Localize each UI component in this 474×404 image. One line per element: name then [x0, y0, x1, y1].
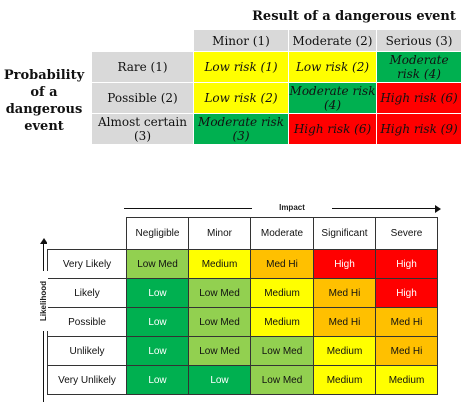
impact-col-header: Moderate: [250, 217, 314, 250]
impact-axis-label: Impact: [252, 203, 332, 212]
top-header-row: Minor (1) Moderate (2) Serious (3): [91, 29, 462, 52]
top-risk-cell: High risk (6): [288, 113, 377, 145]
risk-level-cell: Med Hi: [375, 307, 438, 337]
likelihood-row-header: Very Unlikely: [47, 365, 127, 395]
top-row: Almost certain (3) Moderate risk (3) Hig…: [91, 113, 462, 145]
likelihood-row: Likely Low Low Med Medium Med Hi High: [47, 278, 438, 308]
risk-level-cell: Low Med: [188, 336, 251, 366]
likelihood-row-header: Likely: [47, 278, 127, 308]
likelihood-row-header: Unlikely: [47, 336, 127, 366]
probability-axis-label: Probability of a dangerous event: [0, 67, 88, 135]
risk-level-cell: Low Med: [188, 307, 251, 337]
risk-level-cell: Medium: [375, 365, 438, 395]
likelihood-arrow-head-icon: [40, 238, 48, 244]
risk-level-cell: Medium: [188, 249, 251, 279]
impact-col-header: Negligible: [126, 217, 189, 250]
bottom-risk-matrix: Negligible Minor Moderate Significant Se…: [47, 217, 438, 395]
risk-level-cell: Low Med: [250, 336, 314, 366]
likelihood-row: Unlikely Low Low Med Low Med Medium Med …: [47, 336, 438, 366]
top-col-header: Minor (1): [193, 29, 289, 52]
likelihood-axis-label: Likelihood: [39, 271, 48, 331]
risk-level-cell: Low: [188, 365, 251, 395]
top-risk-cell: Moderate risk (4): [288, 82, 377, 114]
impact-col-header: Minor: [188, 217, 251, 250]
probability-label-line: of a: [30, 85, 58, 100]
top-risk-cell: Low risk (2): [288, 51, 377, 83]
top-risk-cell: Low risk (2): [193, 82, 289, 114]
top-row-header: Rare (1): [91, 51, 194, 83]
top-row: Rare (1) Low risk (1) Low risk (2) Moder…: [91, 51, 462, 83]
risk-level-cell: Medium: [313, 365, 376, 395]
risk-level-cell: Low: [126, 307, 189, 337]
top-row-header: Possible (2): [91, 82, 194, 114]
risk-level-cell: Med Hi: [313, 307, 376, 337]
risk-level-cell: Low Med: [188, 278, 251, 308]
risk-level-cell: Low: [126, 365, 189, 395]
top-risk-cell: High risk (6): [376, 82, 462, 114]
top-risk-cell: High risk (9): [376, 113, 462, 145]
risk-level-cell: High: [375, 278, 438, 308]
risk-level-cell: Med Hi: [313, 278, 376, 308]
likelihood-row-header: Possible: [47, 307, 127, 337]
top-row: Possible (2) Low risk (2) Moderate risk …: [91, 82, 462, 114]
top-col-header: Moderate (2): [288, 29, 377, 52]
top-row-header: Almost certain (3): [91, 113, 194, 145]
likelihood-row: Very Likely Low Med Medium Med Hi High H…: [47, 249, 438, 279]
risk-level-cell: Medium: [250, 278, 314, 308]
risk-level-cell: Low: [126, 336, 189, 366]
probability-label-line: event: [24, 119, 64, 134]
risk-level-cell: Low: [126, 278, 189, 308]
top-risk-cell: Low risk (1): [193, 51, 289, 83]
risk-level-cell: Low Med: [126, 249, 189, 279]
bottom-corner-cell: [47, 217, 127, 250]
top-risk-cell: Moderate risk (3): [193, 113, 289, 145]
top-corner-cell: [91, 29, 194, 52]
likelihood-row: Possible Low Low Med Medium Med Hi Med H…: [47, 307, 438, 337]
likelihood-row: Very Unlikely Low Low Low Med Medium Med…: [47, 365, 438, 395]
risk-level-cell: Med Hi: [375, 336, 438, 366]
top-risk-matrix: Minor (1) Moderate (2) Serious (3) Rare …: [91, 29, 462, 145]
top-risk-cell: Moderate risk (4): [376, 51, 462, 83]
likelihood-row-header: Very Likely: [47, 249, 127, 279]
risk-level-cell: Low Med: [250, 365, 314, 395]
impact-col-header: Severe: [375, 217, 438, 250]
probability-label-line: Probability: [3, 68, 85, 83]
risk-level-cell: Medium: [250, 307, 314, 337]
bottom-header-row: Negligible Minor Moderate Significant Se…: [47, 217, 438, 250]
impact-arrow-head-icon: [435, 205, 441, 213]
risk-level-cell: High: [313, 249, 376, 279]
top-matrix-title: Result of a dangerous event: [252, 9, 456, 24]
probability-label-line: dangerous: [5, 102, 83, 117]
risk-level-cell: Medium: [313, 336, 376, 366]
risk-level-cell: Med Hi: [250, 249, 314, 279]
top-col-header: Serious (3): [376, 29, 462, 52]
impact-col-header: Significant: [313, 217, 376, 250]
risk-level-cell: High: [375, 249, 438, 279]
